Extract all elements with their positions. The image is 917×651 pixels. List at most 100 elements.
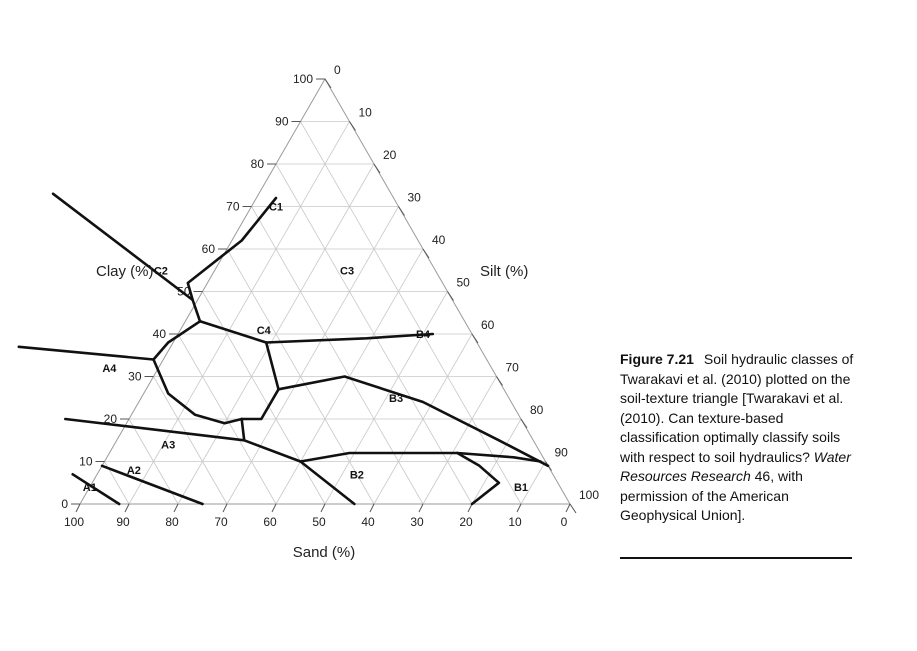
class-boundaries	[17, 192, 550, 506]
boundary-b4-b3	[277, 375, 550, 468]
class-label-b3: B3	[389, 393, 403, 405]
silt-tick-mark	[520, 418, 528, 429]
class-label-c2: C2	[154, 265, 168, 277]
sand-tick-mark	[173, 503, 179, 513]
sand-tick-label: 100	[64, 515, 84, 529]
sand-tick-mark	[124, 503, 130, 513]
class-label-c3: C3	[340, 265, 354, 277]
class-label-b1: B1	[514, 482, 528, 494]
axis-ticks: 0102030405060708090100010203040506070809…	[61, 63, 599, 529]
sand-tick-label: 70	[214, 515, 228, 529]
class-label-a1: A1	[83, 482, 97, 494]
clay-tick-label: 30	[128, 370, 142, 384]
silt-tick-label: 20	[383, 148, 397, 162]
clay-tick-label: 90	[275, 115, 289, 129]
boundary-c2-c3-divider	[191, 298, 202, 323]
caption-text: Soil hydraulic classes of Twarakavi et a…	[620, 351, 854, 465]
sand-tick-label: 90	[116, 515, 130, 529]
grid-line-sand	[177, 333, 277, 505]
boundary-c2-c1-upper	[51, 192, 194, 302]
class-label-c1: C1	[269, 202, 283, 214]
class-label-a3: A3	[161, 440, 175, 452]
class-labels: C1 C2 C3 C4 A4 B4 B3 A3 A2 B2 A1 B1	[83, 202, 528, 495]
sand-tick-mark	[418, 503, 424, 513]
silt-tick-label: 10	[359, 106, 373, 120]
soil-texture-triangle: 0102030405060708090100010203040506070809…	[17, 63, 599, 561]
sand-tick-label: 30	[410, 515, 424, 529]
grid-line-silt	[422, 376, 497, 505]
sand-tick-label: 80	[165, 515, 179, 529]
class-label-b4: B4	[416, 329, 431, 341]
boundary-b3-b2	[299, 451, 542, 463]
grid-line-silt	[373, 333, 473, 505]
clay-tick-label: 100	[293, 72, 313, 86]
clay-tick-label: 0	[61, 497, 68, 511]
caption-rule	[620, 557, 852, 559]
boundary-c4-c3-top	[198, 319, 435, 344]
sand-tick-label: 50	[312, 515, 326, 529]
silt-axis-label: Silt (%)	[480, 263, 528, 280]
sand-tick-mark	[516, 503, 522, 513]
boundary-c1-c3-upper	[186, 196, 278, 302]
silt-tick-mark	[496, 376, 503, 386]
boundary-a4-top	[17, 345, 155, 361]
grid-line-silt	[128, 121, 350, 505]
caption-text-end: 46, with permission of the American Geop…	[620, 468, 803, 523]
clay-tick-label: 10	[79, 455, 93, 469]
grid-line-silt	[520, 461, 546, 505]
sand-tick-mark	[565, 503, 571, 513]
silt-tick-mark	[373, 163, 381, 174]
boundary-c4-left	[152, 358, 243, 425]
boundary-a4-a3	[64, 417, 246, 442]
grid-line-sand	[128, 418, 179, 505]
sand-tick-mark	[320, 503, 326, 513]
silt-tick-label: 0	[334, 63, 341, 77]
silt-tick-label: 100	[579, 488, 599, 502]
grid-line-sand	[300, 121, 522, 505]
grid-line-silt	[226, 206, 399, 505]
sand-axis-label: Sand (%)	[293, 544, 356, 561]
class-label-a4: A4	[102, 363, 117, 375]
clay-tick-label: 70	[226, 200, 240, 214]
sand-tick-mark	[75, 503, 81, 513]
boundary-a1-a2	[71, 472, 121, 506]
silt-tick-mark	[398, 206, 405, 216]
sand-tick-mark	[467, 503, 473, 513]
silt-tick-mark	[324, 78, 332, 89]
silt-tick-mark	[471, 333, 479, 344]
grid-line-sand	[251, 206, 424, 505]
silt-tick-mark	[349, 121, 356, 131]
sand-tick-label: 20	[459, 515, 473, 529]
sand-tick-mark	[271, 503, 277, 513]
sand-tick-label: 10	[508, 515, 522, 529]
sand-tick-mark	[369, 503, 375, 513]
figure-caption: Figure 7.21 Soil hydraulic classes of Twa…	[620, 350, 856, 526]
sand-tick-label: 0	[561, 515, 568, 529]
silt-tick-label: 80	[530, 403, 544, 417]
silt-tick-label: 70	[506, 361, 520, 375]
clay-tick-label: 40	[153, 327, 167, 341]
silt-tick-mark	[422, 248, 430, 259]
silt-tick-label: 90	[555, 446, 569, 460]
caption-journal: Water Resources Research	[620, 448, 851, 485]
clay-tick-label: 20	[104, 412, 118, 426]
silt-tick-mark	[569, 503, 577, 514]
grid-line-sand	[202, 291, 326, 505]
clay-axis-label: Clay (%)	[96, 263, 154, 280]
silt-tick-label: 40	[432, 233, 446, 247]
grid-line-sand	[153, 376, 228, 505]
silt-tick-label: 50	[457, 276, 471, 290]
boundary-a3-a2	[100, 464, 204, 506]
boundary-c2-c4-top	[152, 319, 202, 361]
boundary-a3-b2	[242, 438, 356, 506]
sand-tick-label: 40	[361, 515, 375, 529]
sand-tick-mark	[222, 503, 228, 513]
sand-tick-label: 60	[263, 515, 277, 529]
grid-line-silt	[324, 291, 448, 505]
caption-label: Figure 7.21	[620, 351, 694, 367]
class-label-b2: B2	[350, 469, 364, 481]
silt-tick-label: 30	[408, 191, 422, 205]
silt-tick-label: 60	[481, 318, 495, 332]
clay-tick-label: 60	[202, 242, 216, 256]
grid-line-silt	[471, 418, 522, 505]
